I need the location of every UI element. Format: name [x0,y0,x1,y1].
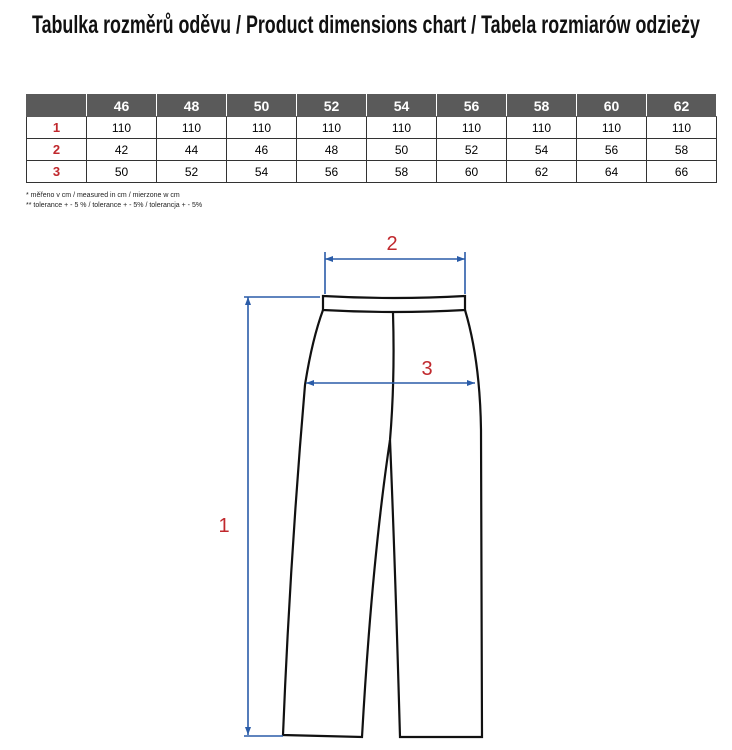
cell: 110 [506,116,577,139]
size-header: 48 [156,94,227,117]
cell: 56 [296,160,367,183]
cell: 58 [646,138,717,161]
cell: 110 [576,116,647,139]
size-header: 56 [436,94,507,117]
corner-cell [26,94,87,117]
cell: 110 [296,116,367,139]
cell: 56 [576,138,647,161]
cell: 46 [226,138,297,161]
cell: 110 [366,116,437,139]
cell: 50 [86,160,157,183]
size-header: 54 [366,94,437,117]
cell: 110 [436,116,507,139]
cell: 48 [296,138,367,161]
cell: 50 [366,138,437,161]
size-table: 46 48 50 52 54 56 58 60 62 1 110 110 110 110 110 110 110… [26,94,717,183]
cell: 110 [86,116,157,139]
table-row: 3 50 52 54 56 58 60 62 64 66 [26,160,717,183]
table-row: 2 42 44 46 48 50 52 54 56 58 [26,138,717,161]
title: Tabulka rozměrů oděvu / Product dimensio… [32,11,700,39]
row-label: 2 [26,138,87,161]
dimension-labels: 1 2 3 [218,233,432,537]
size-header: 46 [86,94,157,117]
size-header: 52 [296,94,367,117]
cell: 110 [156,116,227,139]
row-label: 1 [26,116,87,139]
header-row: 46 48 50 52 54 56 58 60 62 [26,94,717,117]
size-header: 50 [226,94,297,117]
cell: 54 [226,160,297,183]
cell: 110 [226,116,297,139]
label-2: 2 [386,233,397,255]
table-row: 1 110 110 110 110 110 110 110 110 110 [26,116,717,139]
cell: 62 [506,160,577,183]
cell: 54 [506,138,577,161]
cell: 52 [436,138,507,161]
label-3: 3 [421,358,432,380]
cell: 58 [366,160,437,183]
size-header: 62 [646,94,717,117]
cell: 110 [646,116,717,139]
label-1: 1 [218,515,229,537]
note: * měřeno v cm / measured in cm / mierzon… [26,192,180,199]
note: ** tolerance + - 5 % / tolerance + - 5% … [26,202,203,209]
row-label: 3 [26,160,87,183]
dimension-lines [244,252,475,737]
cell: 60 [436,160,507,183]
cell: 44 [156,138,227,161]
cell: 66 [646,160,717,183]
size-header: 58 [506,94,577,117]
cell: 52 [156,160,227,183]
cell: 64 [576,160,647,183]
pants-outline [281,294,484,739]
size-header: 60 [576,94,647,117]
cell: 42 [86,138,157,161]
